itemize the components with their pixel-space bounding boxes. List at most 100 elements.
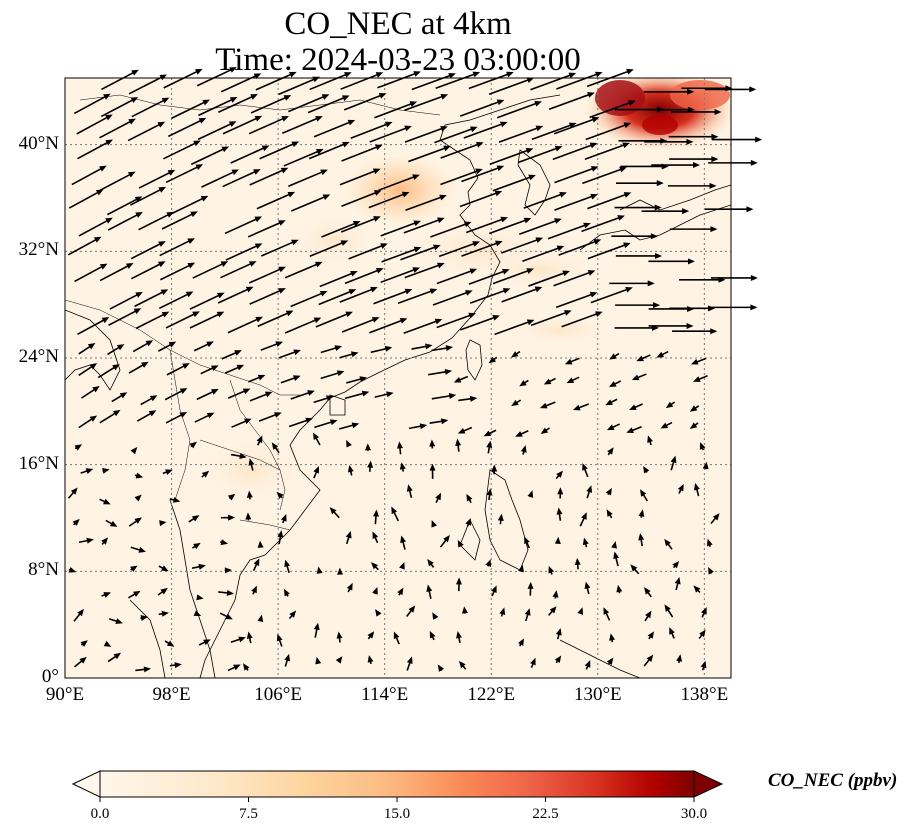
wind-arrow	[693, 585, 701, 593]
wind-arrow	[404, 93, 449, 112]
wind-arrow	[590, 286, 633, 304]
wind-arrow	[669, 627, 675, 639]
wind-arrow	[629, 403, 643, 411]
wind-arrow	[644, 610, 652, 622]
wind-arrow	[247, 220, 286, 238]
wind-arrow	[217, 286, 254, 304]
wind-arrow	[138, 211, 174, 231]
wind-arrow	[341, 317, 380, 333]
wind-arrow	[640, 489, 648, 502]
wind-arrow	[530, 72, 577, 91]
wind-arrow	[258, 412, 282, 422]
wind-arrow	[524, 536, 530, 549]
wind-arrow	[191, 563, 206, 570]
wind-arrow	[552, 590, 559, 599]
wind-arrow	[129, 186, 167, 206]
wind-arrow	[290, 390, 315, 400]
wind-arrow	[530, 310, 572, 327]
wind-vectors	[67, 67, 763, 673]
wind-arrow	[132, 340, 154, 353]
wind-arrow	[708, 566, 714, 575]
wind-arrow	[140, 395, 158, 406]
wind-arrow	[230, 453, 247, 460]
wind-arrow	[134, 472, 144, 479]
wind-arrow	[196, 389, 219, 401]
wind-arrow	[555, 291, 598, 309]
wind-arrow	[434, 126, 478, 144]
wind-arrow	[457, 426, 473, 434]
wind-arrow	[406, 656, 413, 671]
wind-arrow	[669, 305, 716, 312]
wind-arrow	[320, 345, 343, 354]
wind-arrow	[572, 403, 590, 411]
wind-arrow	[157, 341, 177, 352]
wind-arrow	[194, 412, 215, 423]
wind-arrow	[164, 640, 175, 647]
wind-arrow	[81, 386, 100, 399]
wind-arrow	[108, 308, 142, 326]
wind-arrow	[248, 458, 255, 471]
wind-arrow	[157, 587, 168, 596]
wind-arrow	[343, 93, 387, 111]
wind-arrow	[313, 119, 356, 138]
wind-arrow	[554, 655, 562, 664]
wind-arrow	[341, 144, 383, 162]
wind-arrow	[436, 268, 478, 285]
wind-arrow	[644, 106, 695, 113]
wind-arrow	[347, 465, 354, 476]
wind-arrow	[284, 559, 291, 573]
wind-arrow	[501, 237, 544, 254]
wind-arrow	[80, 640, 88, 647]
wind-arrow	[316, 566, 323, 574]
wind-arrow	[220, 514, 236, 521]
wind-arrow	[78, 342, 96, 355]
wind-arrow	[370, 562, 379, 571]
wind-arrow	[611, 541, 617, 549]
wind-arrow	[636, 354, 651, 362]
wind-arrow	[510, 350, 521, 358]
wind-arrow	[548, 92, 595, 110]
wind-arrow	[672, 328, 718, 335]
wind-arrow	[669, 226, 718, 233]
wind-arrow	[465, 518, 472, 527]
wind-arrow	[543, 377, 556, 385]
wind-arrow	[428, 368, 453, 376]
wind-arrow	[227, 316, 263, 334]
wind-arrow	[135, 311, 170, 330]
wind-arrow	[638, 509, 645, 518]
wind-arrow	[524, 608, 531, 622]
wind-arrow	[455, 438, 462, 452]
wind-arrow	[370, 345, 393, 354]
wind-arrow	[455, 577, 462, 592]
wind-arrow	[496, 100, 542, 119]
wind-arrow	[140, 615, 148, 621]
wind-arrow	[77, 317, 110, 335]
wind-arrow	[74, 444, 83, 451]
wind-arrow	[468, 268, 510, 285]
wind-arrow	[605, 398, 618, 406]
wind-arrow	[314, 419, 338, 429]
wind-arrow	[609, 633, 615, 643]
wind-arrow	[469, 288, 511, 304]
wind-arrow	[309, 240, 349, 257]
wind-arrow	[277, 530, 284, 545]
wind-arrow	[669, 156, 719, 163]
wind-arrow	[105, 519, 118, 527]
wind-arrow	[135, 666, 151, 673]
wind-arrow	[165, 164, 204, 184]
wind-arrow	[647, 631, 655, 640]
wind-arrow	[689, 422, 699, 429]
wind-arrow	[372, 531, 379, 544]
wind-arrow	[674, 576, 681, 591]
wind-arrow	[483, 429, 497, 437]
wind-arrow	[587, 192, 632, 210]
wind-arrow	[411, 343, 433, 350]
wind-arrow	[603, 607, 611, 621]
wind-arrow	[231, 418, 252, 428]
wind-arrow	[197, 121, 237, 141]
wind-arrow	[278, 349, 301, 359]
wind-arrow	[439, 535, 450, 548]
wind-arrow	[340, 72, 384, 90]
wind-arrow	[107, 211, 143, 231]
wind-arrow	[225, 243, 263, 261]
